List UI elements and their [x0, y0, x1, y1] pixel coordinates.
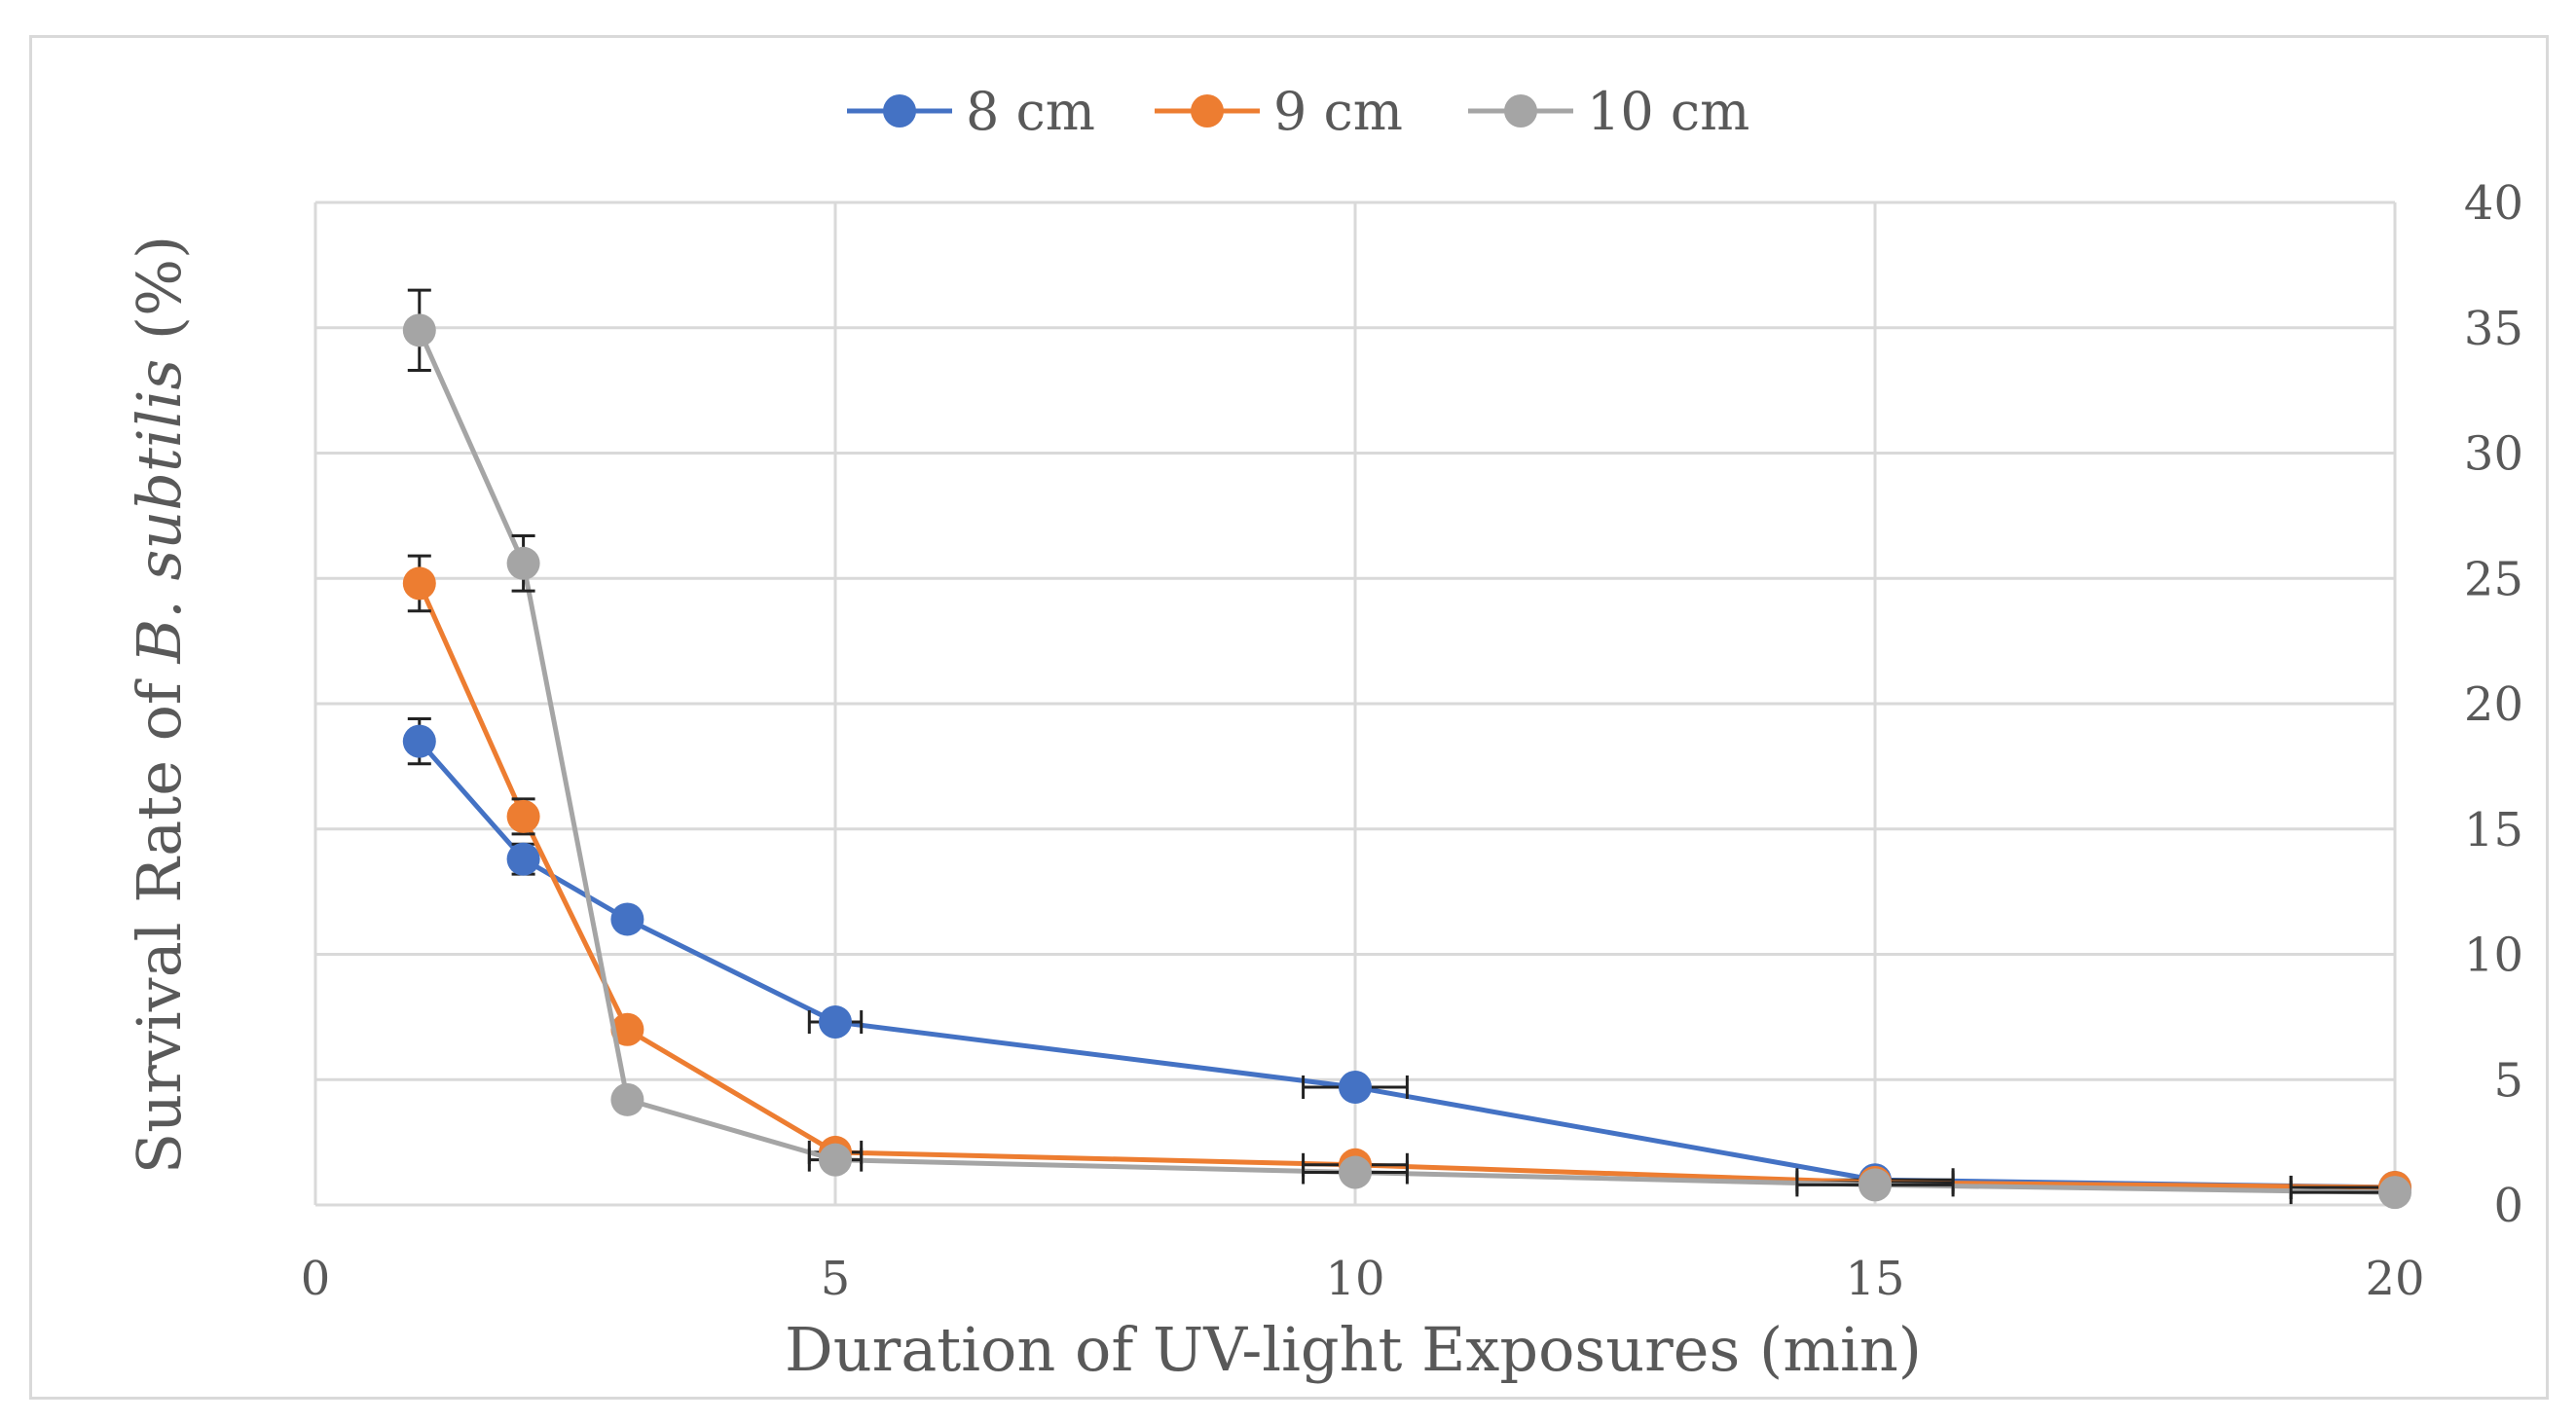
x-tick-labels: 0 5 10 15 20	[301, 1252, 2425, 1306]
y-tick-label: 20	[2464, 677, 2523, 732]
y-tick-label: 40	[2464, 176, 2523, 231]
legend-swatch-marker	[883, 94, 916, 128]
legend-swatch-marker	[1191, 94, 1224, 128]
series-1	[402, 716, 2411, 1204]
series-layer	[402, 288, 2411, 1210]
series-line	[417, 739, 2396, 1190]
x-axis-title: Duration of UV-light Exposures (min)	[785, 1314, 1922, 1385]
y-tick-labels: 0 5 10 15 20 25 30 35 40	[2464, 176, 2523, 1233]
y-tick-label: 35	[2464, 302, 2523, 356]
y-tick-label: 15	[2464, 803, 2523, 857]
legend-item: 9 cm	[1155, 81, 1403, 142]
y-axis-title-prefix: Survival Rate of	[124, 663, 195, 1174]
series-3	[402, 288, 2411, 1210]
data-point	[819, 1005, 852, 1039]
y-tick-label: 25	[2464, 552, 2523, 606]
y-tick-label: 10	[2464, 929, 2523, 983]
y-tick-label: 5	[2493, 1053, 2523, 1108]
data-point	[1339, 1070, 1372, 1104]
y-axis-title: Survival Rate of B. subtilis (%)	[124, 236, 195, 1174]
data-point	[1339, 1155, 1372, 1189]
y-axis-title-suffix: (%)	[124, 236, 195, 359]
x-tick-label: 15	[1845, 1252, 1904, 1306]
legend: 8 cm 9 cm 10 cm	[847, 81, 1749, 142]
data-point	[610, 1012, 644, 1046]
x-tick-label: 10	[1325, 1252, 1384, 1306]
x-tick-label: 0	[301, 1252, 331, 1306]
gridlines	[313, 201, 2397, 1207]
data-point	[610, 902, 644, 936]
data-point	[506, 842, 540, 876]
series-line	[417, 329, 2396, 1195]
y-tick-label: 30	[2464, 427, 2523, 482]
y-axis-title-italic: B. subtilis	[124, 359, 195, 665]
x-tick-label: 5	[821, 1252, 851, 1306]
data-point	[506, 799, 540, 833]
data-point	[506, 546, 540, 580]
legend-label: 8 cm	[966, 81, 1095, 142]
data-point	[819, 1143, 852, 1177]
data-point	[1858, 1168, 1892, 1202]
data-point	[402, 724, 436, 758]
data-point	[402, 566, 436, 601]
legend-swatch-marker	[1504, 94, 1537, 128]
x-tick-label: 20	[2365, 1252, 2424, 1306]
legend-label: 10 cm	[1587, 81, 1749, 142]
y-tick-label: 0	[2493, 1179, 2523, 1233]
series-2	[402, 554, 2411, 1204]
data-point	[2378, 1176, 2411, 1210]
legend-item: 8 cm	[847, 81, 1095, 142]
legend-label: 9 cm	[1273, 81, 1403, 142]
data-point	[402, 313, 436, 347]
legend-item: 10 cm	[1468, 81, 1749, 142]
data-point	[610, 1082, 644, 1116]
